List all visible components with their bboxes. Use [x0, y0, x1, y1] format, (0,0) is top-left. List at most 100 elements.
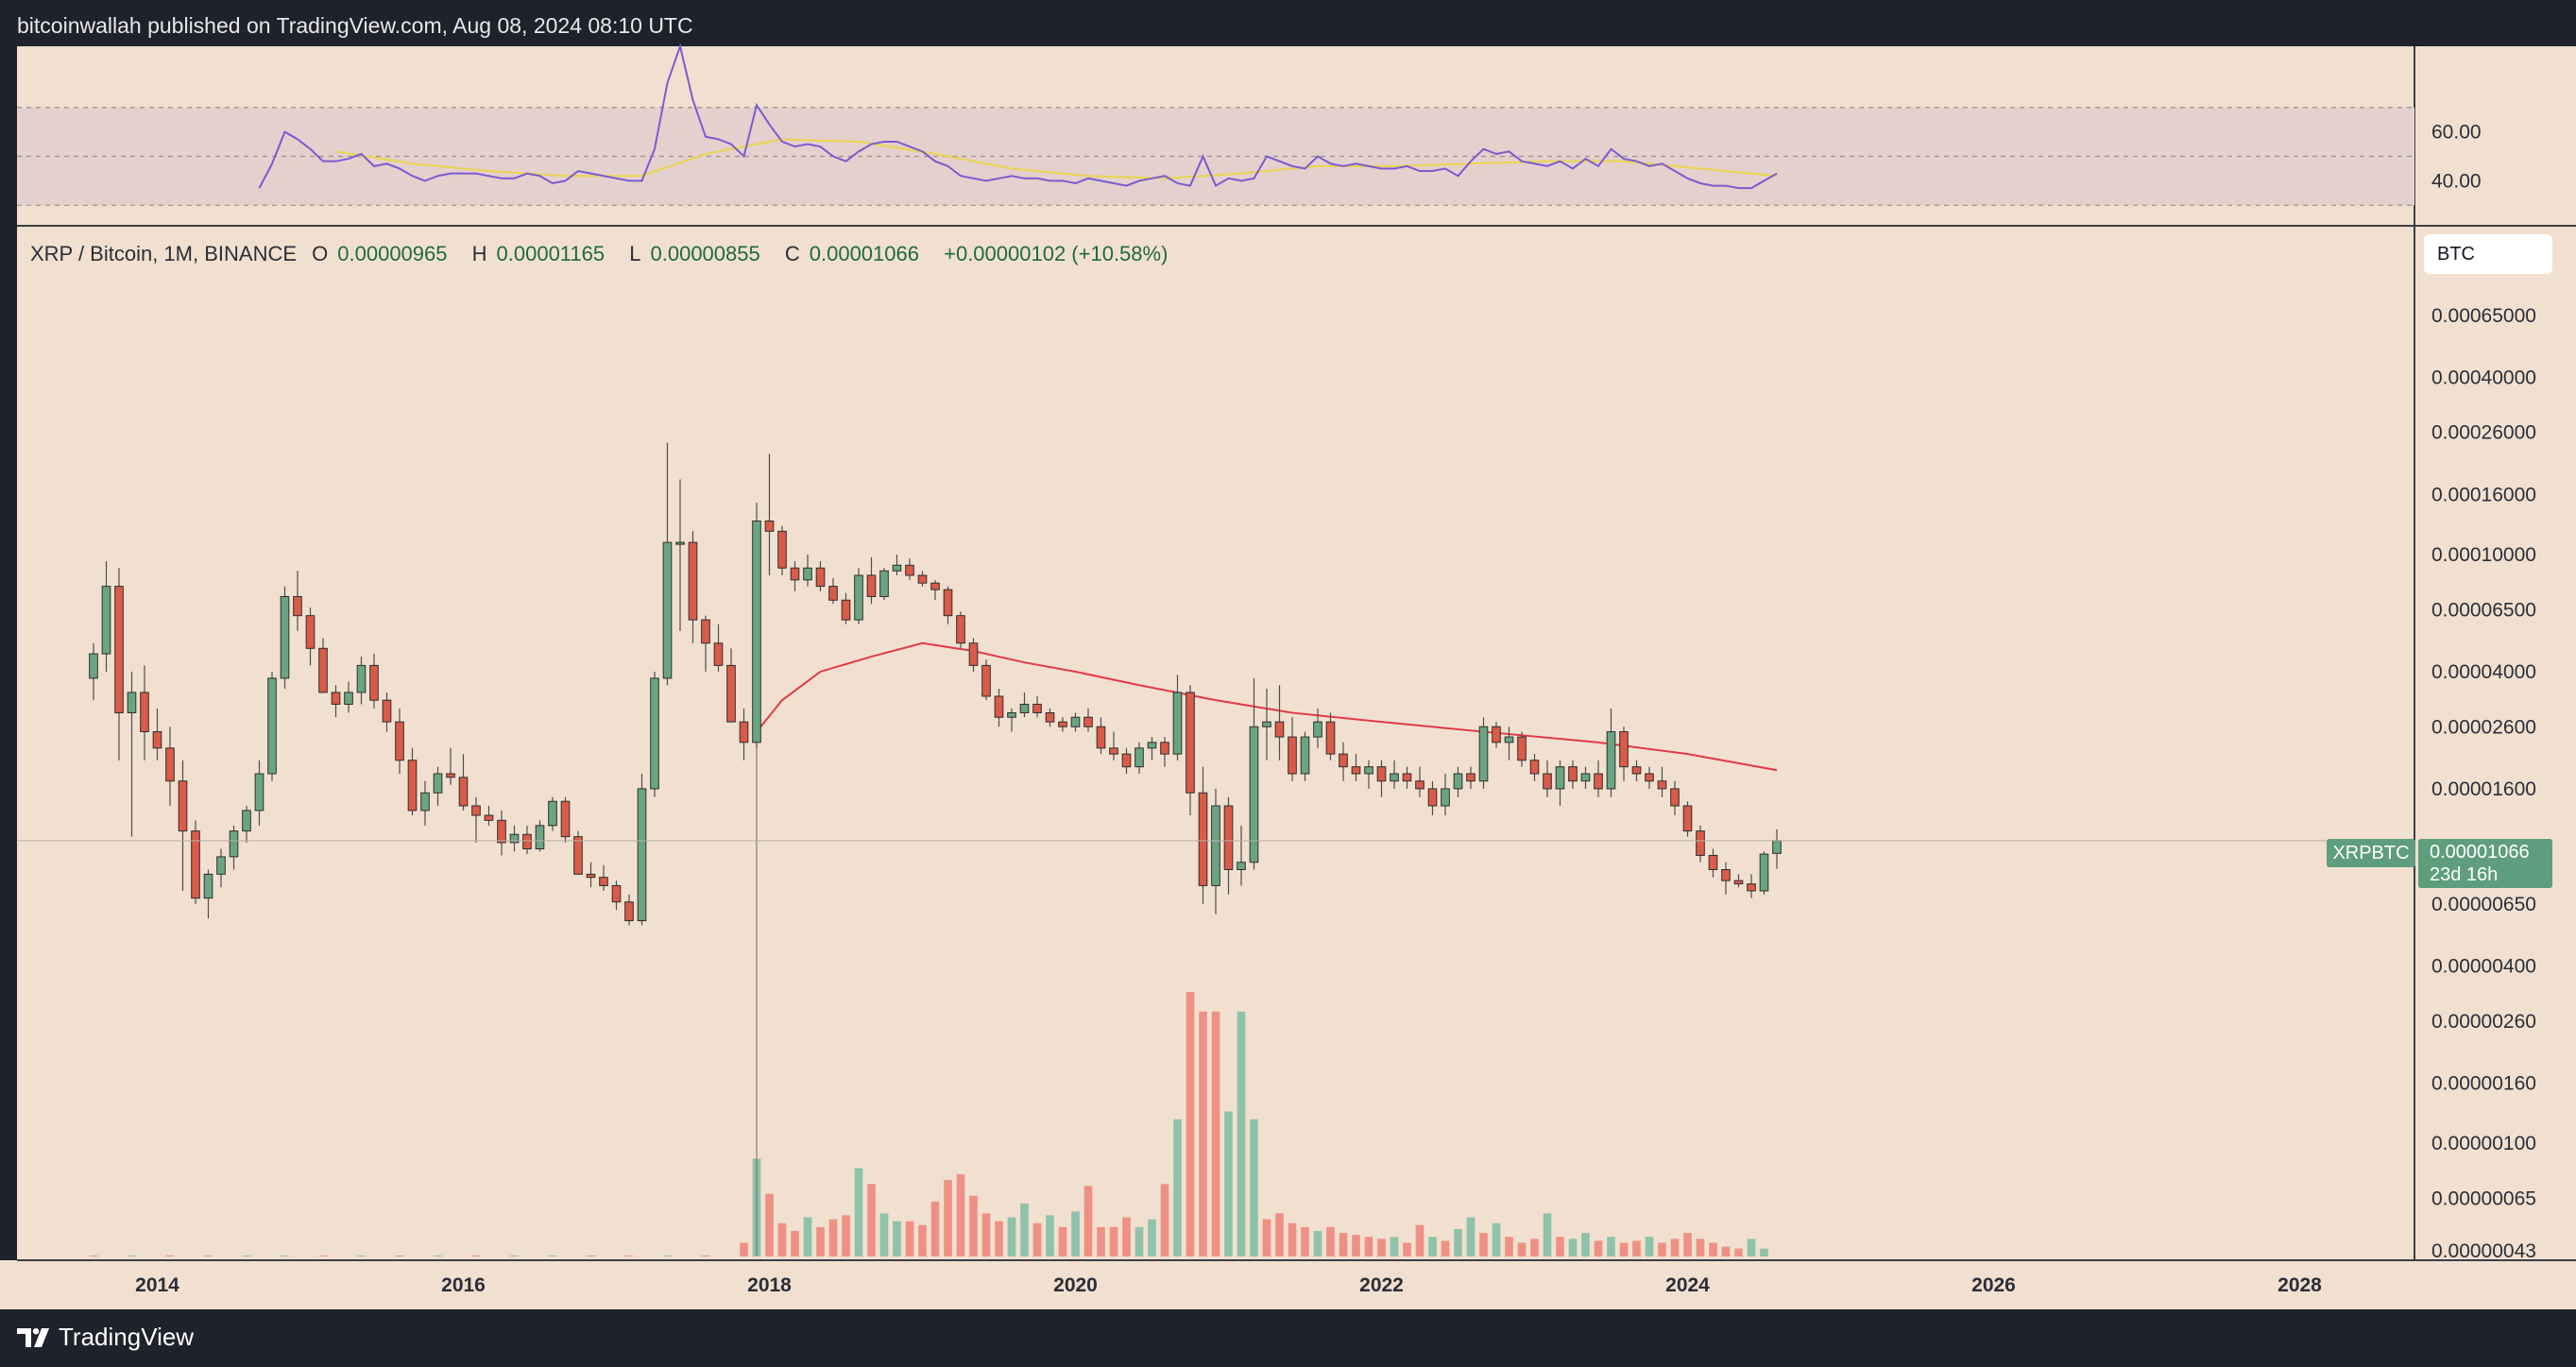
candle-body [1198, 792, 1208, 886]
candle [535, 820, 545, 852]
candle [1580, 766, 1591, 789]
candle [407, 747, 418, 816]
close-number: 0.00001066 [809, 242, 919, 265]
price-tick-label: 0.00000260 [2431, 1011, 2536, 1033]
candle-body [1045, 711, 1055, 723]
volume-bar [1403, 1242, 1411, 1256]
candle [1402, 766, 1412, 789]
volume-bar [1594, 1240, 1603, 1256]
rsi-tick-label: 40.00 [2431, 170, 2482, 192]
candle [369, 654, 379, 709]
candle-body [216, 856, 226, 875]
candle [815, 560, 826, 591]
candle-body [1186, 692, 1195, 794]
tradingview-logo[interactable]: TradingView [17, 1323, 194, 1352]
candle [254, 760, 264, 826]
volume-bar [1160, 1184, 1169, 1256]
volume-bar [995, 1221, 1003, 1256]
candle-body [1070, 716, 1081, 727]
close-value: C 0.00001066 [785, 242, 929, 265]
candle-body [930, 582, 940, 590]
candle [1211, 788, 1220, 914]
candle [1619, 726, 1629, 781]
candle-body [1555, 766, 1565, 790]
candle [267, 671, 277, 781]
volume-bar [1556, 1237, 1564, 1256]
candle-body [1096, 726, 1106, 749]
candle-body [1759, 853, 1769, 892]
candle [178, 760, 188, 891]
candle-body [1019, 703, 1030, 713]
candle-body [267, 677, 277, 775]
volume-bar [803, 1217, 812, 1256]
candle-body [1772, 840, 1782, 854]
candle-body [89, 653, 98, 679]
candle-body [1313, 721, 1322, 738]
candle [675, 479, 685, 631]
candle-body [1708, 854, 1718, 871]
candle [1733, 874, 1744, 888]
volume-bar [930, 1201, 940, 1256]
price-tick-label: 0.00000160 [2431, 1072, 2536, 1094]
candle-body [1466, 773, 1476, 782]
volume-bar [1734, 1248, 1743, 1256]
candle [1147, 737, 1157, 760]
candle-body [1390, 773, 1399, 782]
candle [1007, 708, 1016, 732]
candle [726, 648, 736, 723]
candle [1274, 685, 1285, 760]
volume-bar [1543, 1213, 1552, 1256]
currency-button[interactable]: BTC [2424, 234, 2552, 274]
chart-canvas[interactable]: 60.0040.000.001000000.000650000.00040000… [0, 0, 2576, 1309]
candle-body [739, 721, 749, 743]
close-label: C [784, 242, 800, 265]
candle-body [968, 642, 979, 666]
candle [917, 571, 928, 587]
rsi-tick-label: 60.00 [2431, 122, 2482, 144]
price-tick-label: 0.00016000 [2431, 484, 2536, 505]
candle-body [178, 780, 188, 832]
price-tick-label: 0.00000065 [2431, 1188, 2536, 1209]
candle-body [1747, 883, 1756, 892]
candle-body [1058, 721, 1067, 727]
low-label: L [629, 242, 641, 265]
volume-bar [1199, 1011, 1207, 1256]
candle-body [892, 564, 902, 572]
candle [892, 555, 902, 575]
candle-body [1529, 760, 1540, 775]
candle [1492, 722, 1501, 748]
candle [1262, 689, 1271, 760]
candle-body [1594, 773, 1603, 790]
volume-bar [1390, 1237, 1399, 1256]
time-axis-bg [0, 1260, 2576, 1309]
candle [1121, 747, 1132, 775]
candle [497, 810, 506, 856]
candle-body [1441, 788, 1450, 807]
candle-body [815, 567, 826, 588]
candle [764, 453, 775, 575]
candle [242, 806, 251, 843]
volume-bar [944, 1180, 952, 1256]
volume-bar [1517, 1242, 1527, 1256]
candle-body [713, 642, 724, 666]
candle-body [509, 833, 520, 844]
candle-body [1645, 773, 1654, 782]
candle [1325, 712, 1336, 760]
volume-bar [816, 1226, 825, 1256]
candle-body [293, 595, 302, 617]
candle-body [943, 589, 953, 617]
candle-body [1580, 773, 1591, 782]
candle-body [637, 788, 647, 922]
candle-body [1339, 753, 1348, 768]
candle [1172, 675, 1183, 760]
candle [1223, 796, 1234, 895]
price-tick-label: 0.00010000 [2431, 544, 2536, 566]
candle-body [382, 699, 392, 723]
time-tick-label: 2024 [1665, 1274, 1710, 1296]
candle [395, 708, 404, 775]
volume-bar [1568, 1239, 1578, 1256]
candle [1160, 737, 1169, 767]
bar-countdown: 23d 16h [2430, 864, 2499, 885]
candle-body [254, 773, 264, 812]
candle-body [331, 692, 341, 705]
